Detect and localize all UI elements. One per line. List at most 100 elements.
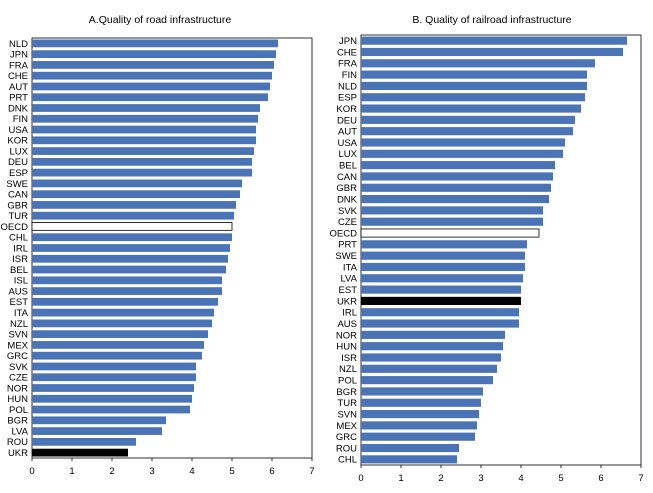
panel-b-category-label: EST xyxy=(339,285,358,296)
panel-a-category-label: DNK xyxy=(8,103,29,114)
panel-a-category-label: ROU xyxy=(7,437,28,448)
panel-b-plot-frame xyxy=(360,34,642,466)
panel-b-category-label: ROU xyxy=(336,443,357,454)
panel-b-x-tick-label: 1 xyxy=(398,473,403,484)
panel-b-bar-pol xyxy=(361,376,493,385)
panel-b-category-label: DEU xyxy=(337,115,357,126)
panel-a-bars xyxy=(31,39,278,457)
panel-a-bar-hun xyxy=(32,394,192,403)
panel-b-bar-aut xyxy=(361,127,573,136)
panel-a-category-label: SVK xyxy=(9,362,29,373)
panel-b-category-label: AUS xyxy=(337,319,357,330)
panel-b-category-label: GBR xyxy=(336,183,357,194)
panel-a-bar-ita xyxy=(32,308,214,317)
panel-b-bar-gbr xyxy=(361,183,551,192)
panel-b-bar-kor xyxy=(361,104,581,113)
panel-a-category-label: IRL xyxy=(13,243,28,254)
panel-a-bar-isl xyxy=(32,276,222,285)
panel-b-category-label: SWE xyxy=(335,251,357,262)
panel-a-category-label: FRA xyxy=(9,60,29,71)
panel-a-bar-deu xyxy=(32,157,252,166)
panel-a-category-label: DEU xyxy=(8,157,28,168)
panel-b-category-label: LUX xyxy=(339,149,358,160)
panel-b-category-label: SVK xyxy=(338,206,358,217)
panel-a-x-tick-label: 4 xyxy=(189,466,194,477)
panel-a-category-label: BEL xyxy=(10,265,28,276)
panel-b-bar-bel xyxy=(361,161,555,170)
panel-a-category-label: ISL xyxy=(14,276,28,287)
panel-b-bar-irl xyxy=(361,308,519,317)
panel-a-category-label: PRT xyxy=(9,93,28,104)
panel-b-category-label: BGR xyxy=(336,387,357,398)
panel-a-category-label: ISR xyxy=(12,254,28,265)
panel-b-bar-ita xyxy=(361,262,525,272)
panel-a-category-label: GBR xyxy=(7,200,28,211)
panel-b-category-label: JPN xyxy=(339,36,357,47)
panel-b-x-ticks: 0 1 2 3 4 5 6 7 xyxy=(358,465,644,484)
panel-b-x-tick-label: 5 xyxy=(558,473,563,484)
panel-a-bar-esp xyxy=(32,168,252,177)
panel-b-category-label: CAN xyxy=(337,172,357,183)
panel-b-railroad-infrastructure: B. Quality of railroad infrastructure JP… xyxy=(330,14,644,484)
panel-b-category-label: SVN xyxy=(337,409,357,420)
panel-b-x-tick-label: 6 xyxy=(598,473,603,484)
panel-b-category-label: ISR xyxy=(341,353,357,364)
panel-b-category-label: CZE xyxy=(338,217,357,228)
panel-a-category-label: GRC xyxy=(7,351,28,362)
panel-b-bar-nzl xyxy=(361,364,497,373)
panel-a-bar-rou xyxy=(32,437,136,446)
panel-a-bar-dnk xyxy=(32,104,260,112)
panel-a-category-label: NZL xyxy=(10,319,28,330)
panel-a-bar-che xyxy=(32,71,272,80)
panel-b-category-label: IRL xyxy=(342,308,357,319)
panel-b-bar-usa xyxy=(361,138,565,147)
panel-a-road-infrastructure: A.Quality of road infrastructure NLDJPNF… xyxy=(1,14,315,477)
panel-b-category-label: OECD xyxy=(330,228,358,239)
panel-b-category-label: GRC xyxy=(336,432,357,443)
panel-a-category-label: HUN xyxy=(7,394,28,405)
panel-a-category-label: NOR xyxy=(7,383,28,394)
panel-b-category-label: PRT xyxy=(338,240,357,251)
panel-b-category-label: BEL xyxy=(339,161,357,172)
panel-b-category-label: FIN xyxy=(342,70,357,81)
panel-b-x-tick-label: 4 xyxy=(518,473,523,484)
panel-a-bar-nld xyxy=(32,39,278,48)
panel-a-category-label: ITA xyxy=(14,308,29,319)
panel-b-category-label: NOR xyxy=(336,330,357,341)
panel-a-bar-tur xyxy=(32,211,234,220)
panel-b-category-label: DNK xyxy=(337,194,358,205)
panel-a-bar-cze xyxy=(32,373,196,382)
panel-a-bar-nzl xyxy=(32,319,212,328)
panel-a-category-label: CAN xyxy=(8,190,28,201)
panel-b-bar-jpn xyxy=(361,36,627,45)
panel-a-bar-svn xyxy=(32,330,208,339)
panel-b-x-tick-label: 0 xyxy=(358,473,363,484)
panel-a-bar-pol xyxy=(32,405,190,414)
panel-b-bar-lux xyxy=(361,149,563,158)
panel-a-category-label: UKR xyxy=(8,448,28,459)
panel-a-category-label: CZE xyxy=(9,373,28,384)
panel-b-bar-swe xyxy=(361,251,525,260)
panel-a-category-label: USA xyxy=(8,125,28,136)
panel-b-title: B. Quality of railroad infrastructure xyxy=(412,14,571,26)
panel-b-category-label: ESP xyxy=(338,93,357,104)
panel-a-bar-irl xyxy=(32,244,230,252)
panel-a-category-label: NLD xyxy=(9,39,28,50)
panel-a-x-tick-label: 3 xyxy=(149,466,154,477)
panel-a-bar-chl xyxy=(32,233,232,242)
panel-b-bar-prt xyxy=(361,240,527,249)
panel-a-bar-ukr xyxy=(32,448,128,457)
panel-b-bar-bgr xyxy=(361,387,483,396)
panel-a-bar-usa xyxy=(32,125,256,134)
panel-a-category-label: AUT xyxy=(9,82,28,93)
panel-a-x-ticks: 0 1 2 3 4 5 6 7 xyxy=(29,458,315,477)
panel-a-category-labels: NLDJPNFRACHEAUTPRTDNKFINUSAKORLUXDEUESPS… xyxy=(1,39,29,459)
panel-a-category-label: KOR xyxy=(7,136,28,147)
panel-b-category-label: LVA xyxy=(340,274,357,285)
panel-a-x-tick-label: 5 xyxy=(229,466,234,477)
panel-b-x-tick-label: 7 xyxy=(638,473,643,484)
panel-b-bar-est xyxy=(361,285,521,294)
panel-a-bar-oecd xyxy=(31,222,233,231)
panel-a-category-label: LUX xyxy=(10,146,29,157)
panel-b-bar-esp xyxy=(361,93,585,102)
